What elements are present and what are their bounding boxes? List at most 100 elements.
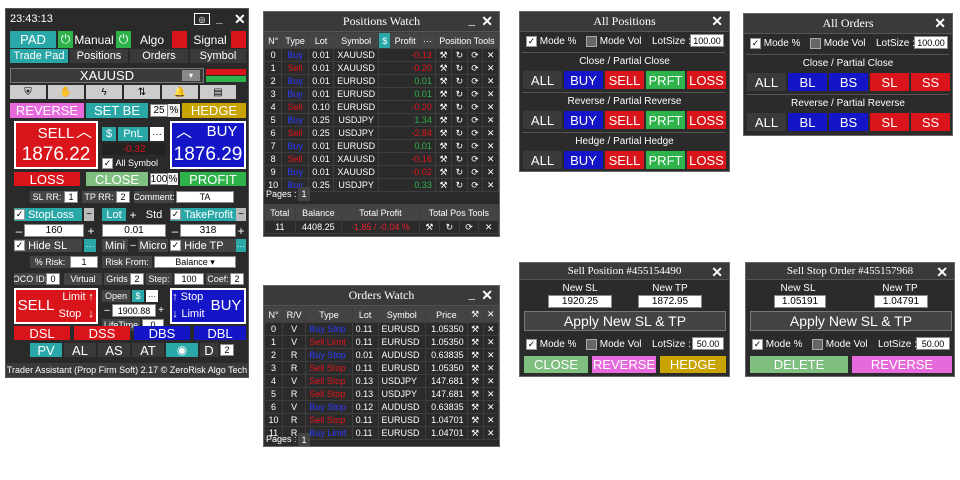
dots-icon[interactable]: ··· bbox=[236, 239, 246, 252]
close-icon[interactable]: ✕ bbox=[482, 48, 499, 62]
new-tp-input[interactable]: 1872.95 bbox=[638, 295, 702, 308]
chevron-down-icon[interactable]: ▾ bbox=[182, 70, 200, 81]
hand-icon[interactable]: ✋ bbox=[48, 85, 84, 99]
tools-icon[interactable]: ⚒ bbox=[466, 387, 484, 401]
tools-icon[interactable]: ⚒ bbox=[418, 220, 441, 234]
section-1-ss-button[interactable]: SS bbox=[911, 113, 950, 131]
tab-positions[interactable]: Positions bbox=[70, 49, 128, 63]
document-icon[interactable]: ▤ bbox=[200, 85, 236, 99]
close-icon[interactable]: ✕ bbox=[234, 11, 246, 27]
hedge-icon[interactable]: ⟳ bbox=[466, 178, 484, 192]
reverse-icon[interactable]: ↻ bbox=[451, 139, 468, 153]
new-sl-input[interactable]: 1.05191 bbox=[774, 295, 826, 308]
close-button[interactable]: CLOSE bbox=[86, 172, 148, 186]
table-row[interactable]: 5 Buy 0.25 USDJPY 1.34 ⚒ ↻ ⟳ ✕ bbox=[263, 113, 499, 127]
page-1-button[interactable]: 1 bbox=[298, 187, 310, 201]
algo-toggle[interactable] bbox=[172, 31, 187, 48]
lot-input[interactable]: 0.01 bbox=[102, 224, 166, 237]
open-price-input[interactable]: 1900.88 bbox=[112, 304, 156, 317]
minimize-icon[interactable]: _ bbox=[468, 12, 476, 27]
all-symbol-checkbox[interactable]: ✓ All Symbol bbox=[102, 157, 166, 169]
tools-icon[interactable]: ⚒ bbox=[434, 48, 453, 62]
close-icon[interactable]: ✕ bbox=[482, 74, 499, 88]
step-input[interactable]: 100 bbox=[174, 273, 204, 285]
tools-icon[interactable]: ⚒ bbox=[434, 61, 453, 75]
profit-button[interactable]: PROFIT bbox=[180, 172, 246, 186]
hedge-button[interactable]: HEDGE bbox=[182, 103, 246, 118]
tools-icon[interactable]: ⚒ bbox=[466, 335, 484, 349]
sl-input[interactable]: 160 bbox=[24, 224, 84, 237]
dbs-button[interactable]: DBS bbox=[134, 326, 190, 340]
algo-mode-button[interactable]: Algo bbox=[139, 32, 165, 47]
section-0-prft-button[interactable]: PRFT bbox=[646, 71, 685, 89]
tab-trade-pad[interactable]: Trade Pad bbox=[10, 49, 68, 63]
reverse-icon[interactable]: ↻ bbox=[451, 178, 468, 192]
close-icon[interactable]: ✕ bbox=[482, 100, 499, 114]
dots-icon[interactable]: ··· bbox=[84, 239, 96, 252]
at-button[interactable]: AT bbox=[132, 343, 164, 357]
section-1-prft-button[interactable]: PRFT bbox=[646, 111, 685, 129]
bell-icon[interactable]: 🔔 bbox=[162, 85, 198, 99]
apply-sl-tp-button[interactable]: Apply New SL & TP bbox=[750, 311, 952, 331]
table-row[interactable]: 2 Buy 0.01 EURUSD 0.01 ⚒ ↻ ⟳ ✕ bbox=[263, 74, 499, 88]
minus-icon[interactable]: – bbox=[15, 224, 23, 237]
set-be-button[interactable]: SET BE bbox=[86, 103, 148, 118]
dbl-button[interactable]: DBL bbox=[194, 326, 246, 340]
tools-icon[interactable]: ⚒ bbox=[434, 139, 453, 153]
minimize-icon[interactable]: ◎ bbox=[194, 13, 210, 25]
plus-icon[interactable]: + bbox=[87, 224, 95, 237]
reverse-icon[interactable]: ↻ bbox=[451, 100, 468, 114]
section-2-loss-button[interactable]: LOSS bbox=[687, 151, 726, 169]
reverse-icon[interactable]: ↻ bbox=[451, 165, 468, 179]
reverse-button[interactable]: REVERSE bbox=[10, 103, 84, 118]
minus-icon[interactable]: – bbox=[130, 240, 136, 251]
al-button[interactable]: AL bbox=[64, 343, 96, 357]
section-2-buy-button[interactable]: BUY bbox=[564, 151, 603, 169]
close-pct-input[interactable]: 100 bbox=[150, 173, 168, 185]
takeprofit-checkbox[interactable]: ✓ TakeProfit bbox=[170, 208, 236, 221]
tools-icon[interactable]: ⚒ bbox=[434, 74, 453, 88]
table-row[interactable]: 4 V Sell Stop 0.13 USDJPY 147.681 ⚒ ✕ bbox=[263, 374, 500, 388]
dollar-toggle[interactable]: $ bbox=[132, 290, 144, 302]
signal-mode-button[interactable]: Signal bbox=[193, 32, 227, 47]
lot-button[interactable]: Lot bbox=[102, 208, 126, 221]
tools-icon[interactable]: ⚒ bbox=[434, 152, 453, 166]
section-1-sell-button[interactable]: SELL bbox=[605, 111, 644, 129]
grids-input[interactable]: 2 bbox=[130, 273, 144, 285]
plus-icon[interactable]: + bbox=[129, 208, 137, 221]
reverse-icon[interactable]: ↻ bbox=[451, 152, 468, 166]
mode-pct-checkbox[interactable]: ✓ Mode % bbox=[750, 36, 800, 50]
mode-pct-checkbox[interactable]: ✓ Mode % bbox=[526, 34, 576, 48]
close-icon[interactable]: ✕ bbox=[482, 178, 499, 192]
power-icon[interactable]: ⏻ bbox=[116, 31, 131, 48]
table-row[interactable]: 9 Buy 0.01 XAUUSD -0.02 ⚒ ↻ ⟳ ✕ bbox=[263, 165, 499, 179]
mode-vol-checkbox[interactable]: Mode Vol bbox=[812, 337, 867, 351]
more-icon[interactable]: ··· bbox=[150, 127, 164, 141]
d-button[interactable]: D bbox=[200, 343, 218, 357]
virtual-button[interactable]: Virtual bbox=[64, 273, 102, 285]
close-icon[interactable]: ✕ bbox=[482, 61, 499, 75]
risk-from-select[interactable]: Balance ▾ bbox=[154, 256, 236, 268]
table-row[interactable]: 3 R Sell Stop 0.11 EURUSD 1.05350 ⚒ ✕ bbox=[263, 361, 500, 375]
reverse-icon[interactable]: ↻ bbox=[451, 61, 468, 75]
close-icon[interactable]: ✕ bbox=[482, 400, 500, 414]
signal-toggle[interactable] bbox=[231, 31, 246, 48]
table-row[interactable]: 7 Buy 0.01 EURUSD 0.01 ⚒ ↻ ⟳ ✕ bbox=[263, 139, 499, 153]
close-icon[interactable]: ✕ bbox=[482, 139, 499, 153]
minimize-icon[interactable]: _ bbox=[468, 286, 476, 301]
symbol-select[interactable]: XAUUSD bbox=[10, 68, 204, 83]
mode-vol-checkbox[interactable]: Mode Vol bbox=[586, 337, 641, 351]
tools-icon[interactable]: ⚒ bbox=[466, 400, 484, 414]
risk-input[interactable]: 1 bbox=[70, 256, 98, 268]
lotsize-input[interactable]: 100.00 bbox=[690, 34, 724, 47]
close-icon[interactable]: ✕ bbox=[482, 426, 500, 440]
plus-icon[interactable]: + bbox=[237, 224, 245, 237]
close-icon[interactable]: ✕ bbox=[478, 220, 499, 234]
pad-mode-button[interactable]: PAD bbox=[10, 31, 56, 48]
table-row[interactable]: 4 Sell 0.10 EURUSD -0.20 ⚒ ↻ ⟳ ✕ bbox=[263, 100, 499, 114]
plus-icon[interactable]: + bbox=[158, 305, 164, 316]
std-button[interactable]: Std bbox=[145, 208, 163, 221]
new-sl-input[interactable]: 1920.25 bbox=[548, 295, 612, 308]
table-row[interactable]: 8 Sell 0.01 XAUUSD -0.16 ⚒ ↻ ⟳ ✕ bbox=[263, 152, 499, 166]
mode-vol-checkbox[interactable]: Mode Vol bbox=[586, 34, 641, 48]
